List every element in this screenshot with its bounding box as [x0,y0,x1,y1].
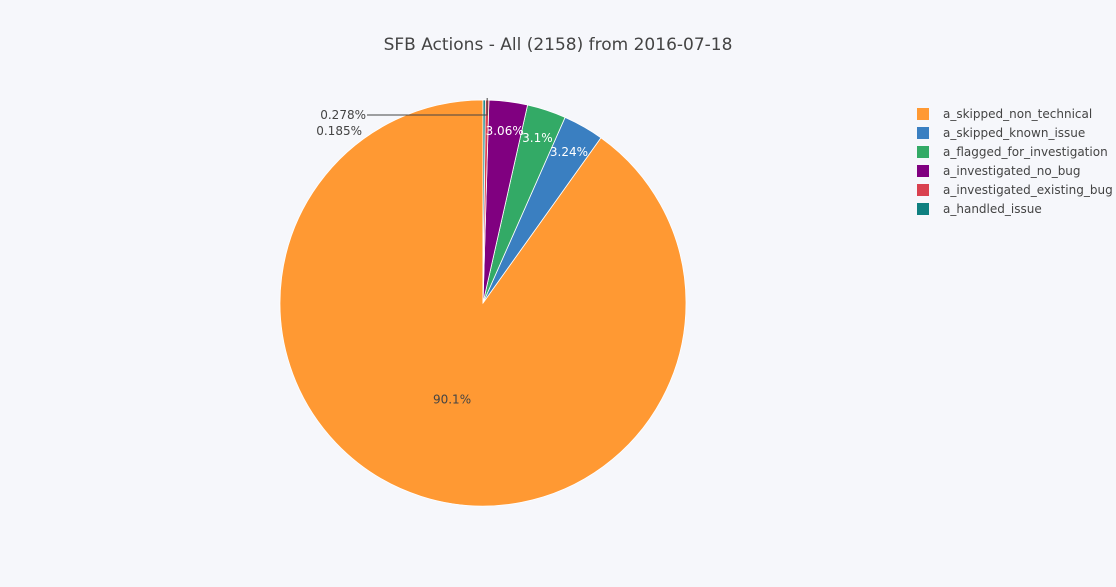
pie-slice-a_handled_issue[interactable] [482,99,486,304]
legend-swatch [917,184,929,196]
chart-title: SFB Actions - All (2158) from 2016-07-18 [384,35,733,55]
legend-label: a_skipped_known_issue [943,126,1085,140]
legend-label: a_handled_issue [943,202,1042,216]
legend-swatch [917,108,929,120]
pie-labels: 90.1% 3.24%3.1%3.06% 0.278% 0.185% [316,98,588,407]
legend-label: a_investigated_existing_bug [943,183,1113,197]
legend-swatch [917,203,929,215]
leader-line-a_investigated_existing_bug [367,98,488,116]
legend-item-a_handled_issue[interactable]: a_handled_issue [917,202,1042,216]
slice-label-a_handled_issue: 0.185% [316,124,362,138]
legend-item-a_skipped_non_technical[interactable]: a_skipped_non_technical [917,107,1092,121]
legend-swatch [917,127,929,139]
legend-item-a_investigated_existing_bug[interactable]: a_investigated_existing_bug [917,183,1113,197]
legend-label: a_flagged_for_investigation [943,145,1108,159]
legend-swatch [917,165,929,177]
slice-label-a_skipped_known_issue: 3.24% [550,145,588,159]
slice-label-a_investigated_existing_bug: 0.278% [320,108,366,122]
legend-swatch [917,146,929,158]
slice-label-a_skipped_non_technical: 90.1% [433,393,471,407]
pie-slices [279,99,687,507]
slice-label-a_investigated_no_bug: 3.06% [486,124,524,138]
legend-item-a_flagged_for_investigation[interactable]: a_flagged_for_investigation [917,145,1108,159]
legend-label: a_skipped_non_technical [943,107,1092,121]
legend: a_skipped_non_technical a_skipped_known_i… [917,107,1113,216]
legend-item-a_skipped_known_issue[interactable]: a_skipped_known_issue [917,126,1085,140]
slice-label-a_flagged_for_investigation: 3.1% [522,131,553,145]
legend-label: a_investigated_no_bug [943,164,1081,178]
legend-item-a_investigated_no_bug[interactable]: a_investigated_no_bug [917,164,1081,178]
